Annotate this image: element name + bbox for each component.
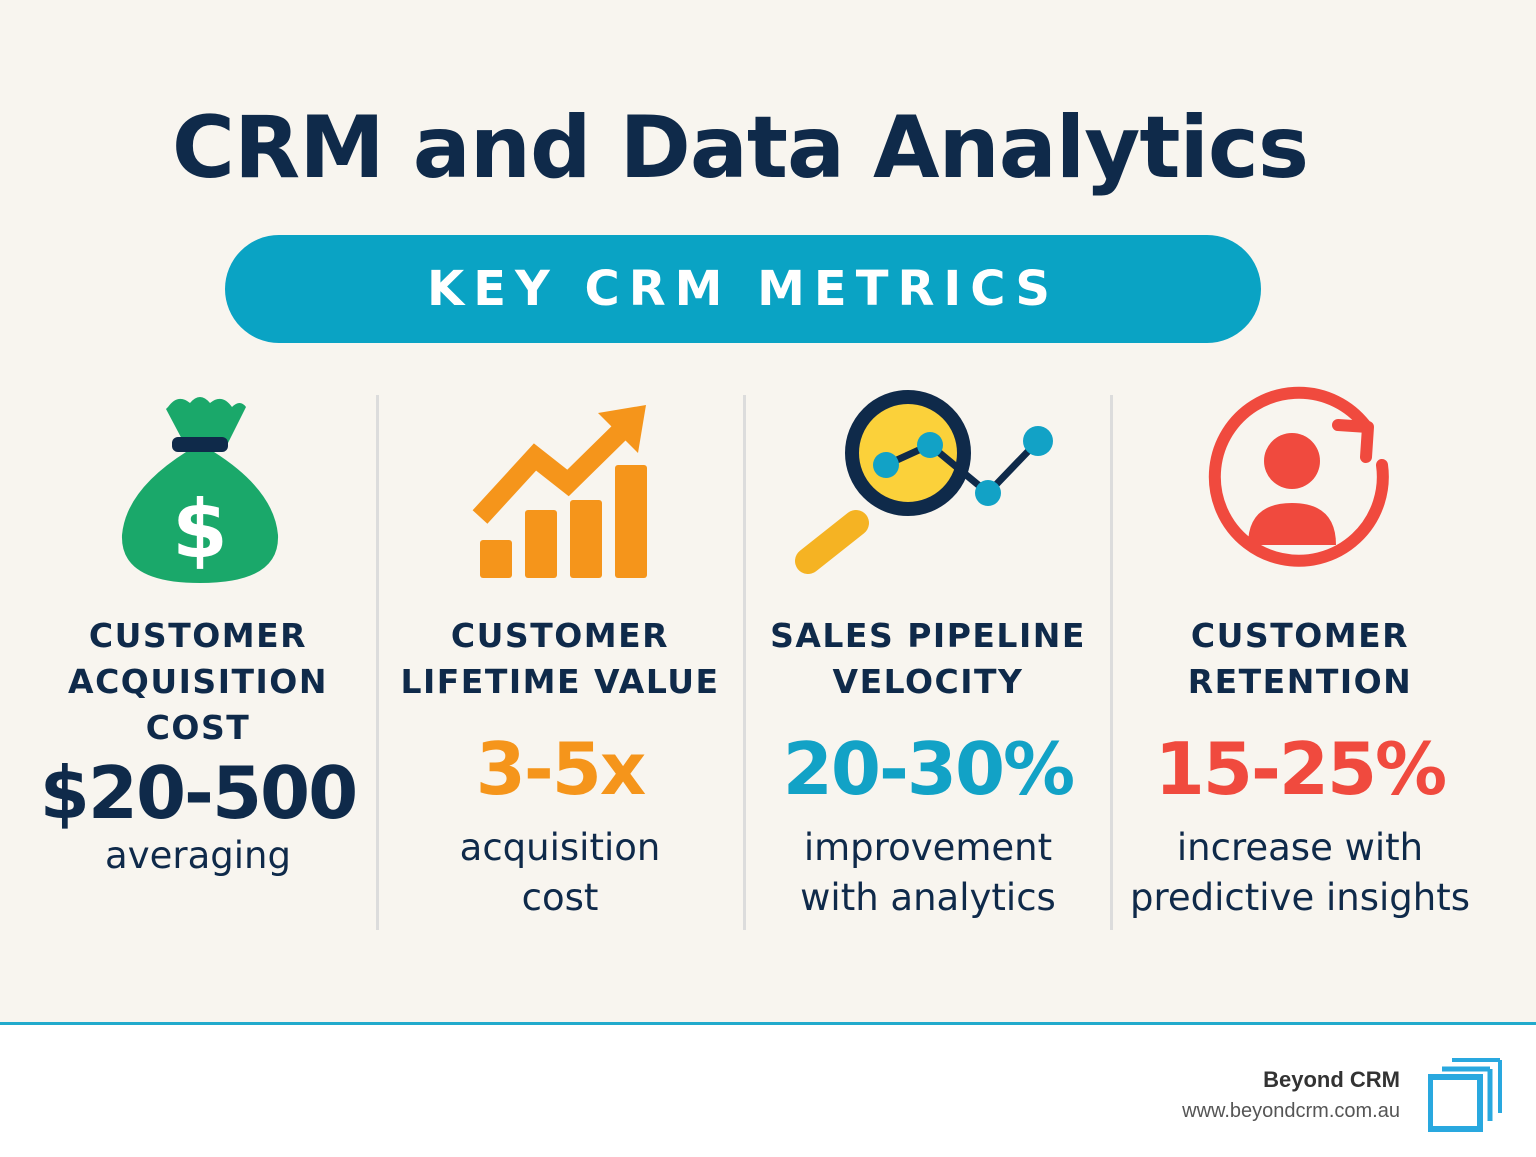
metric-description: improvement with analytics: [748, 823, 1108, 923]
metric-customer-acquisition-cost: $ CUSTOMER ACQUISITION COST $20-500 aver…: [18, 385, 378, 945]
metric-label-line: ACQUISITION: [68, 662, 328, 701]
metric-label-line: VELOCITY: [832, 662, 1024, 701]
metric-description: averaging: [18, 831, 378, 881]
metric-label-line: SALES PIPELINE: [770, 616, 1086, 655]
beyond-crm-logo-icon: [1428, 1058, 1502, 1132]
growth-chart-icon: [472, 405, 647, 578]
metric-description-line: with analytics: [800, 876, 1056, 919]
footer: Beyond CRM www.beyondcrm.com.au: [0, 1022, 1536, 1157]
svg-text:$: $: [172, 483, 228, 576]
metric-value: 15-25%: [1154, 727, 1447, 811]
column-divider: [743, 395, 746, 930]
metric-label: CUSTOMER ACQUISITION COST: [18, 613, 378, 751]
metric-value: 3-5x: [475, 727, 647, 811]
metric-label-line: CUSTOMER: [88, 616, 308, 655]
metric-label-line: COST: [145, 708, 251, 747]
metric-label: CUSTOMER LIFETIME VALUE: [380, 613, 740, 705]
metric-customer-lifetime-value: CUSTOMER LIFETIME VALUE 3-5x acquisition…: [380, 385, 740, 945]
banner-label: KEY CRM METRICS: [427, 261, 1059, 317]
metric-description: acquisition cost: [380, 823, 740, 923]
metric-description-line: predictive insights: [1130, 876, 1470, 919]
metric-value: $20-500: [39, 751, 358, 835]
key-metrics-banner: KEY CRM METRICS: [225, 235, 1261, 343]
metric-description-line: increase with: [1176, 826, 1424, 869]
brand-name: Beyond CRM: [1263, 1067, 1400, 1092]
metric-sales-pipeline-velocity: SALES PIPELINE VELOCITY 20-30% improveme…: [748, 385, 1108, 945]
brand-url[interactable]: www.beyondcrm.com.au: [1182, 1100, 1400, 1122]
metric-description-line: acquisition: [459, 826, 661, 869]
customer-retention-icon: [1208, 386, 1389, 567]
metric-value: 20-30%: [782, 727, 1075, 811]
metric-label-line: RETENTION: [1187, 662, 1413, 701]
metric-description: increase with predictive insights: [1120, 823, 1480, 923]
page-title: CRM and Data Analytics: [171, 98, 1309, 198]
metric-description-line: cost: [521, 876, 599, 919]
metric-description-line: improvement: [803, 826, 1053, 869]
metric-description-line: averaging: [105, 834, 291, 877]
column-divider: [376, 395, 379, 930]
metric-label: CUSTOMER RETENTION: [1120, 613, 1480, 705]
money-bag-icon: $: [121, 397, 279, 583]
metric-label-line: CUSTOMER: [1190, 616, 1410, 655]
metric-customer-retention: CUSTOMER RETENTION 15-25% increase with …: [1120, 385, 1480, 945]
metric-label-line: LIFETIME VALUE: [400, 662, 720, 701]
column-divider: [1110, 395, 1113, 930]
metric-label: SALES PIPELINE VELOCITY: [748, 613, 1108, 705]
analytics-magnifier-icon: [795, 390, 1053, 574]
metric-label-line: CUSTOMER: [450, 616, 670, 655]
